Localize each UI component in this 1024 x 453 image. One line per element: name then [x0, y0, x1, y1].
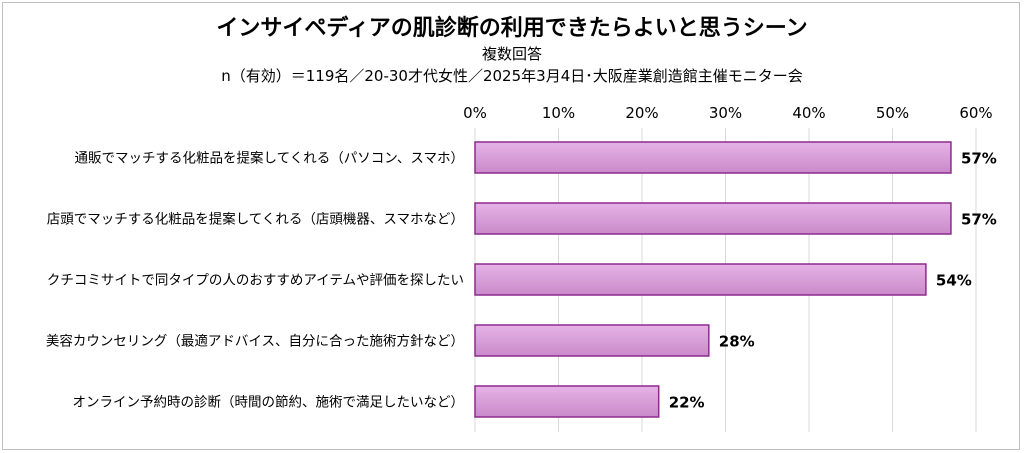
value-label: 57% — [961, 150, 997, 168]
x-tick-label: 0% — [463, 104, 487, 122]
bar — [474, 385, 660, 418]
bar — [474, 141, 952, 174]
x-tick-label: 60% — [959, 104, 992, 122]
chart-title: インサイペディアの肌診断の利用できたらよいと思うシーン — [216, 16, 808, 41]
category-label: 店頭でマッチする化粧品を提案してくれる（店頭機器、スマホなど） — [47, 211, 464, 228]
category-label: 美容カウンセリング（最適アドバイス、自分に合った施術方針など） — [46, 333, 464, 350]
x-tick-label: 30% — [709, 104, 742, 122]
category-labels: 通販でマッチする化粧品を提案してくれる（パソコン、スマホ） 店頭でマッチする化粧品… — [46, 150, 464, 411]
value-label: 22% — [669, 394, 705, 412]
chart-note: n（有効）＝119名／20-30才代女性／2025年3月4日･大阪産業創造館主催… — [221, 67, 803, 85]
value-label: 28% — [719, 333, 755, 351]
value-labels: 57% 57% 54% 28% 22% — [669, 150, 997, 412]
category-label: 通販でマッチする化粧品を提案してくれる（パソコン、スマホ） — [75, 150, 464, 167]
x-axis-ticks: 0% 10% 20% 30% 40% 50% 60% — [463, 104, 993, 122]
bars — [474, 141, 952, 418]
category-label: オンライン予約時の診断（時間の節約、施術で満足したいなど） — [73, 395, 465, 411]
bar — [474, 263, 927, 296]
x-tick-label: 40% — [792, 104, 825, 122]
bar — [474, 324, 710, 357]
value-label: 57% — [961, 211, 997, 229]
value-label: 54% — [936, 272, 972, 290]
category-label: クチコミサイトで同タイプの人のおすすめアイテムや評価を探したい — [47, 273, 464, 289]
x-tick-label: 50% — [876, 104, 909, 122]
x-tick-label: 10% — [542, 104, 575, 122]
chart-subtitle: 複数回答 — [481, 45, 542, 63]
bar — [474, 202, 952, 235]
x-tick-label: 20% — [625, 104, 658, 122]
